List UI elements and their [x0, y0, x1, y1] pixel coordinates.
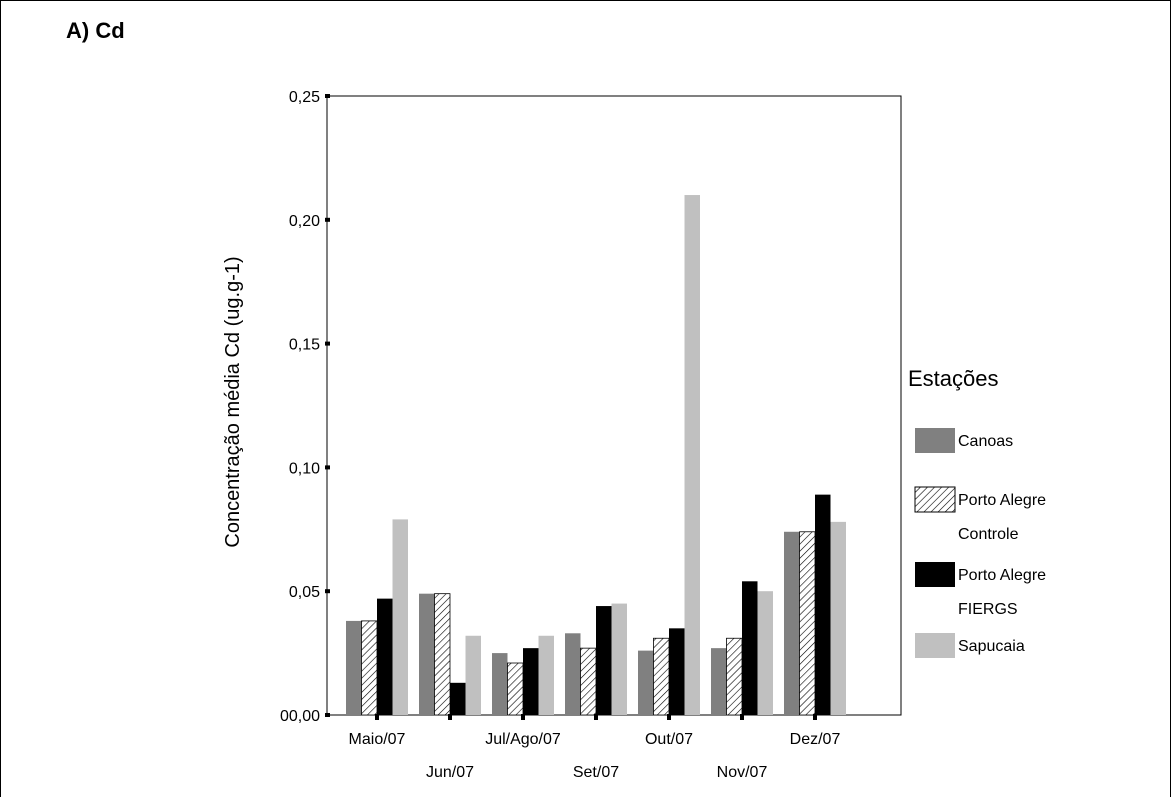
bar-porto-alegre-fiergs — [742, 581, 758, 715]
bar-porto-alegre-controle — [726, 637, 743, 716]
bar-porto-alegre-fiergs — [669, 628, 685, 715]
bar-sapucaia — [611, 603, 627, 715]
x-tick-label: Jul/Ago/07 — [485, 731, 561, 748]
bar-porto-alegre-fiergs — [450, 682, 466, 715]
y-tick-label: 0,25 — [289, 89, 320, 106]
bar-sapucaia — [757, 591, 773, 715]
legend-swatch-porto-alegre-controle — [914, 486, 956, 513]
bar-sapucaia — [465, 635, 481, 715]
bar-porto-alegre-controle — [799, 531, 816, 716]
bar-canoas — [346, 620, 362, 715]
bar-canoas — [638, 650, 654, 715]
bar-porto-alegre-controle — [653, 637, 670, 716]
bar-porto-alegre-controle — [507, 662, 524, 716]
x-tick-label: Dez/07 — [790, 731, 841, 748]
legend-label: Porto Alegre — [958, 567, 1046, 584]
bar-porto-alegre-controle — [361, 620, 378, 716]
x-tick-mark — [594, 714, 598, 720]
legend-label: Porto Alegre — [958, 492, 1046, 509]
bar-sapucaia — [684, 195, 700, 716]
legend-swatch-sapucaia — [915, 633, 955, 658]
x-tick-mark — [448, 714, 452, 720]
x-tick-mark — [521, 714, 525, 720]
y-tick-mark — [325, 713, 330, 717]
bar-canoas — [419, 593, 435, 715]
y-axis-label: Concentração média Cd (ug.g-1) — [222, 256, 244, 547]
y-tick-mark — [325, 217, 330, 222]
bar-sapucaia — [392, 519, 408, 715]
bar-canoas — [711, 648, 727, 715]
bar-porto-alegre-fiergs — [596, 606, 612, 715]
legend-label: FIERGS — [958, 601, 1018, 618]
bar-porto-alegre-controle — [434, 593, 451, 716]
x-tick-mark — [813, 714, 817, 720]
x-tick-label: Set/07 — [573, 764, 619, 781]
y-tick-mark — [325, 94, 330, 98]
legend-label: Canoas — [958, 433, 1013, 450]
y-tick-label: 0,20 — [289, 213, 320, 230]
y-tick-label: 0,10 — [289, 460, 320, 477]
bar-porto-alegre-fiergs — [523, 648, 539, 715]
x-tick-label: Maio/07 — [349, 731, 406, 748]
x-tick-label: Jun/07 — [426, 764, 474, 781]
y-tick-mark — [325, 341, 330, 346]
legend-title: Estações — [908, 366, 999, 391]
x-tick-mark — [375, 714, 379, 720]
legend-label: Sapucaia — [958, 638, 1025, 655]
x-tick-label: Out/07 — [645, 731, 693, 748]
legend-swatch-canoas — [915, 428, 955, 453]
x-tick-label: Nov/07 — [717, 764, 768, 781]
y-tick-mark — [325, 589, 330, 594]
x-tick-mark — [740, 714, 744, 720]
panel-title: A) Cd — [66, 18, 125, 43]
bar-sapucaia — [830, 521, 846, 715]
y-tick-label: 0,15 — [289, 337, 320, 354]
y-tick-label: 00,00 — [280, 708, 320, 725]
bar-porto-alegre-fiergs — [815, 494, 831, 715]
y-tick-mark — [325, 465, 330, 470]
legend-swatch-porto-alegre-fiergs — [915, 562, 955, 587]
bar-canoas — [492, 653, 508, 715]
legend-label: Controle — [958, 526, 1019, 543]
bar-sapucaia — [538, 635, 554, 715]
bar-porto-alegre-fiergs — [377, 598, 393, 715]
x-tick-mark — [667, 714, 671, 720]
bar-canoas — [784, 531, 800, 715]
bar-porto-alegre-controle — [580, 647, 597, 716]
bar-canoas — [565, 633, 581, 715]
y-tick-label: 0,05 — [289, 584, 320, 601]
